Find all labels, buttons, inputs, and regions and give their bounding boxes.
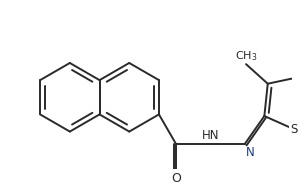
Text: HN: HN bbox=[202, 129, 219, 142]
Text: N: N bbox=[245, 146, 254, 159]
Text: S: S bbox=[290, 123, 298, 136]
Text: CH$_3$: CH$_3$ bbox=[235, 49, 257, 63]
Text: O: O bbox=[171, 172, 181, 185]
